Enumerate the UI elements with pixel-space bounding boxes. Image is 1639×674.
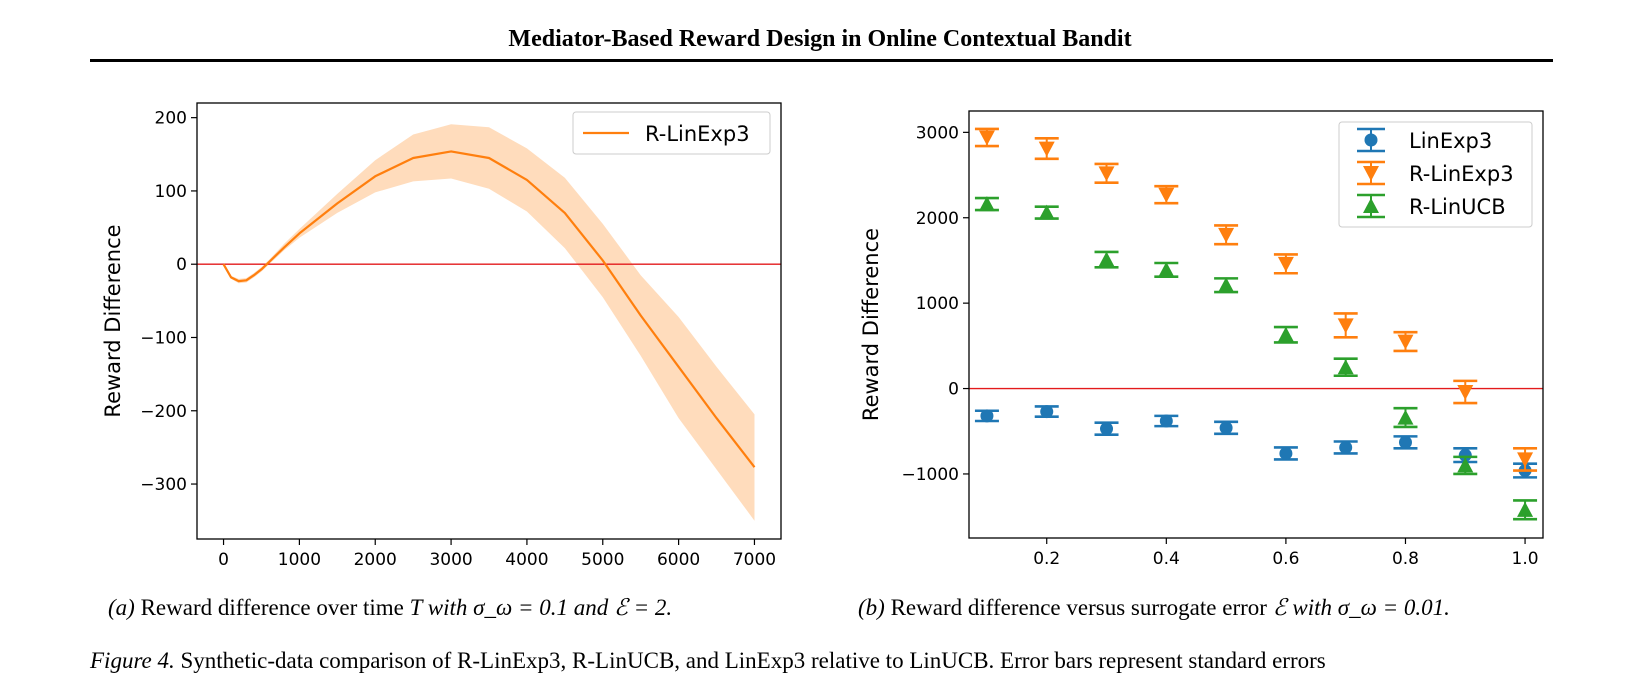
legend-r-linucb-swatch-marker <box>1363 198 1379 213</box>
chart-b-ytick-label: −1000 <box>901 465 959 485</box>
figure-caption: Figure 4. Synthetic-data comparison of R… <box>90 648 1326 674</box>
linexp3-point <box>1100 422 1114 436</box>
header-rule <box>90 59 1553 62</box>
chart-a-ytick-label: 200 <box>155 109 187 129</box>
legend-r-linucb-label: R-LinUCB <box>1409 195 1506 219</box>
figure-caption-label: Figure 4. <box>90 648 175 673</box>
r-linucb-point <box>978 196 995 212</box>
chart-b-ytick-label: 2000 <box>916 209 959 229</box>
chart-b-xtick-label: 0.8 <box>1392 549 1419 569</box>
chart-b-legend-box <box>1338 121 1533 228</box>
legend-r-linexp3-label: R-LinExp3 <box>1409 162 1514 186</box>
legend-r-linexp3-label: R-LinExp3 <box>645 122 750 146</box>
r-linexp3-series <box>974 127 1538 472</box>
caption-b-text: Reward difference versus surrogate error <box>890 595 1267 620</box>
r-linucb-series <box>974 196 1538 521</box>
chart-a-xtick-label: 2000 <box>354 550 397 570</box>
chart-b-reward-vs-error: −1000 0 1000 2000 3000 0.2 0.4 0.6 0.8 1.0 Reward … <box>859 110 1544 569</box>
r-linexp3-point <box>1517 452 1534 468</box>
caption-a-math: T with σ_ω = 0.1 and ℰ = 2. <box>409 595 673 620</box>
r-linucb-point <box>1277 326 1294 342</box>
r-linucb-point <box>1397 409 1414 425</box>
chart-a-ytick-label: −100 <box>140 328 187 348</box>
chart-b-ytick-label: 3000 <box>916 123 959 143</box>
legend-r-linexp3-swatch-marker <box>1363 166 1379 181</box>
chart-a-xtick-label: 0 <box>218 550 229 570</box>
caption-a-label: (a) <box>108 595 135 620</box>
linexp3-point <box>1040 405 1054 419</box>
figure-caption-text: Synthetic-data comparison of R-LinExp3, … <box>180 648 1326 673</box>
linexp3-point <box>1339 440 1353 454</box>
linexp3-point <box>1458 448 1472 462</box>
chart-b-xtick-label: 0.4 <box>1153 549 1180 569</box>
chart-a-ytick-label: −300 <box>140 475 187 495</box>
caption-b-math: ℰ with σ_ω = 0.01. <box>1272 595 1450 620</box>
linexp3-point <box>1219 421 1233 435</box>
caption-a-text: Reward difference over time <box>140 595 404 620</box>
chart-b-legend: LinExp3 R-LinExp3 R-LinUCB <box>1338 121 1533 228</box>
chart-b-plot-frame <box>968 110 1544 539</box>
r-linexp3-point <box>1098 166 1115 182</box>
linexp3-series <box>974 405 1538 479</box>
linexp3-point <box>980 409 994 423</box>
chart-a-xtick-label: 7000 <box>733 550 776 570</box>
caption-a: (a) Reward difference over time T with σ… <box>108 595 672 621</box>
legend-linexp3-swatch-marker <box>1364 133 1378 147</box>
r-linucb-point <box>1098 251 1115 267</box>
chart-a-xtick-label: 4000 <box>505 550 548 570</box>
chart-b-ylabel: Reward Difference <box>859 228 883 421</box>
r-linexp3-line <box>222 150 756 468</box>
linexp3-point <box>1159 414 1173 428</box>
chart-b-xtick-label: 1.0 <box>1512 549 1539 569</box>
running-header: Mediator-Based Reward Design in Online C… <box>508 26 1132 52</box>
chart-a-legend: R-LinExp3 <box>572 111 771 155</box>
linexp3-point <box>1398 435 1412 449</box>
caption-b-label: (b) <box>858 595 885 620</box>
r-linexp3-point <box>1277 256 1294 272</box>
chart-b-xtick-label: 0.2 <box>1033 549 1060 569</box>
chart-a-xtick-label: 3000 <box>429 550 472 570</box>
chart-a-legend-box <box>572 111 771 155</box>
chart-a-plot-frame <box>196 102 782 540</box>
chart-a-ytick-label: 0 <box>176 255 187 275</box>
chart-a-ytick-label: −200 <box>140 402 187 422</box>
r-linucb-point <box>1218 277 1235 293</box>
r-linexp3-confidence-band <box>223 124 755 521</box>
r-linucb-point <box>1038 204 1055 220</box>
r-linexp3-point <box>1457 384 1474 400</box>
legend-linexp3-label: LinExp3 <box>1409 129 1492 153</box>
chart-a-xtick-label: 5000 <box>581 550 624 570</box>
r-linucb-point <box>1457 457 1474 473</box>
r-linexp3-point <box>1158 187 1175 203</box>
r-linucb-point <box>1158 261 1175 277</box>
chart-a-ytick-label: 100 <box>155 182 187 202</box>
chart-a-ylabel: Reward Difference <box>101 224 125 417</box>
chart-b-ytick-label: 0 <box>948 380 959 400</box>
r-linexp3-point <box>1397 334 1414 350</box>
linexp3-point <box>1279 446 1293 460</box>
r-linucb-point <box>1337 359 1354 375</box>
r-linexp3-point <box>1038 141 1055 157</box>
chart-b-xtick-label: 0.6 <box>1272 549 1299 569</box>
r-linexp3-point <box>1218 227 1235 243</box>
chart-a-xtick-label: 6000 <box>657 550 700 570</box>
chart-b-ytick-label: 1000 <box>916 294 959 314</box>
chart-a-xtick-label: 1000 <box>278 550 321 570</box>
caption-b: (b) Reward difference versus surrogate e… <box>858 595 1450 621</box>
r-linexp3-point <box>1337 318 1354 334</box>
r-linexp3-point <box>978 130 995 146</box>
r-linucb-point <box>1517 501 1534 517</box>
